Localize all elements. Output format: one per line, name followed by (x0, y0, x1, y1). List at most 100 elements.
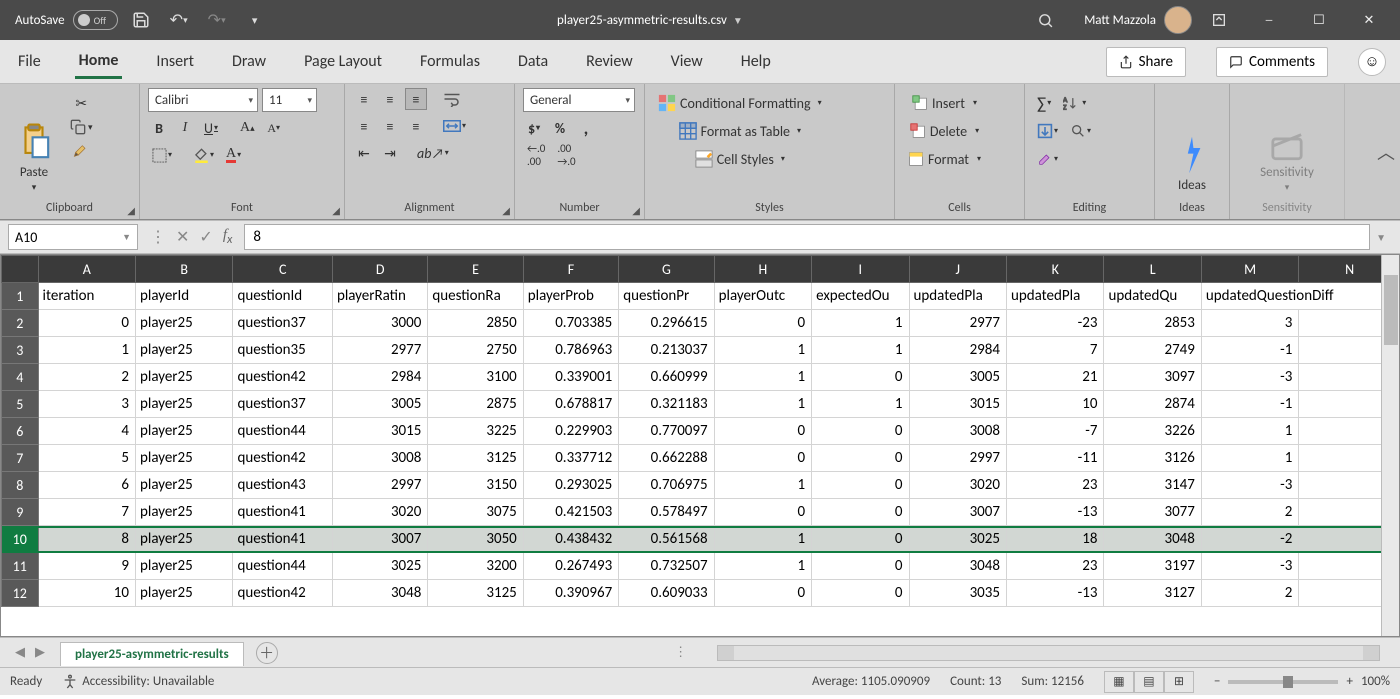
percent-button[interactable]: % (549, 117, 571, 139)
normal-view-icon[interactable]: ▦ (1104, 671, 1134, 693)
cell[interactable]: player25 (136, 499, 233, 526)
title-dropdown-icon[interactable]: ▼ (733, 14, 743, 27)
cell[interactable]: 0 (812, 445, 909, 472)
cell[interactable]: 5 (38, 445, 135, 472)
tab-draw[interactable]: Draw (228, 46, 270, 77)
cell[interactable]: 3048 (909, 553, 1006, 580)
cell[interactable]: 1 (714, 526, 811, 553)
merge-center-button[interactable]: ▾ (439, 115, 470, 137)
tab-review[interactable]: Review (582, 46, 637, 77)
format-painter-button[interactable] (66, 140, 97, 162)
copy-button[interactable]: ▾ (66, 116, 97, 138)
header-cell[interactable]: updatedPla (909, 283, 1006, 310)
cell[interactable]: 2997 (332, 472, 427, 499)
accessibility-status[interactable]: Accessibility: Unavailable (62, 674, 214, 690)
collapse-ribbon-button[interactable]: ︿ (1372, 84, 1400, 219)
cell[interactable]: 3015 (909, 391, 1006, 418)
horizontal-scrollbar[interactable] (717, 645, 1380, 661)
launcher-icon[interactable]: ◢ (127, 204, 135, 217)
minimize-button[interactable]: ─ (1246, 0, 1292, 40)
col-header[interactable]: H (714, 256, 811, 283)
tab-home[interactable]: Home (75, 45, 123, 79)
row-header[interactable]: 9 (2, 499, 39, 526)
cell[interactable]: 4 (38, 418, 135, 445)
header-cell[interactable]: questionPr (619, 283, 714, 310)
cell[interactable]: 3150 (428, 472, 523, 499)
header-cell[interactable]: expectedOu (812, 283, 909, 310)
cell[interactable]: 3125 (428, 580, 523, 607)
cell[interactable]: 1 (1201, 418, 1298, 445)
cell[interactable]: player25 (136, 391, 233, 418)
cell[interactable]: 1 (812, 337, 909, 364)
cut-button[interactable]: ✂ (66, 92, 97, 114)
col-header[interactable]: B (136, 256, 233, 283)
page-break-view-icon[interactable]: ⊞ (1164, 671, 1194, 693)
cell[interactable]: 0.321183 (619, 391, 714, 418)
cell[interactable]: 0.296615 (619, 310, 714, 337)
cell[interactable]: 1 (714, 337, 811, 364)
cell[interactable]: question42 (233, 364, 332, 391)
cell[interactable]: 1 (714, 553, 811, 580)
cell[interactable]: 2850 (428, 310, 523, 337)
row-header[interactable]: 8 (2, 472, 39, 499)
font-color-button[interactable]: A▾ (222, 144, 245, 166)
fill-button[interactable]: ▾ (1033, 120, 1062, 142)
col-header[interactable]: J (909, 256, 1006, 283)
cell[interactable]: 3020 (909, 472, 1006, 499)
wrap-text-button[interactable] (439, 88, 465, 110)
cell[interactable]: 0 (714, 310, 811, 337)
cell[interactable]: question37 (233, 391, 332, 418)
cell[interactable]: 3048 (332, 580, 427, 607)
tab-page-layout[interactable]: Page Layout (300, 46, 386, 77)
cell[interactable]: 0.786963 (523, 337, 618, 364)
cell[interactable]: 0.213037 (619, 337, 714, 364)
cell[interactable]: 0.267493 (523, 553, 618, 580)
cell[interactable]: 0 (812, 526, 909, 553)
find-select-button[interactable]: ▾ (1066, 120, 1095, 142)
cell[interactable]: 0.421503 (523, 499, 618, 526)
underline-button[interactable]: U▾ (200, 117, 222, 139)
cell-styles-button[interactable]: Cell Styles▾ (653, 148, 827, 170)
expand-formula-icon[interactable]: ▼ (1370, 231, 1392, 244)
cell[interactable]: -3 (1201, 364, 1298, 391)
cell[interactable]: 0.678817 (523, 391, 618, 418)
accounting-format-button[interactable]: $▾ (523, 117, 545, 139)
cell[interactable]: 2 (1201, 499, 1298, 526)
header-cell[interactable]: playerProb (523, 283, 618, 310)
cell[interactable]: 2997 (909, 445, 1006, 472)
align-left-button[interactable]: ≡ (353, 115, 375, 137)
sheet-nav[interactable]: ◀▶ (0, 645, 60, 660)
cell[interactable]: 3000 (332, 310, 427, 337)
cell[interactable]: 2749 (1104, 337, 1201, 364)
tab-view[interactable]: View (667, 46, 707, 77)
ideas-button[interactable]: Ideas (1166, 88, 1218, 197)
col-header[interactable]: D (332, 256, 427, 283)
cell[interactable]: 1 (812, 391, 909, 418)
cell[interactable]: -1 (1201, 337, 1298, 364)
cell[interactable]: -23 (1006, 310, 1103, 337)
cell[interactable]: 2874 (1104, 391, 1201, 418)
cell[interactable]: 0 (38, 310, 135, 337)
cell[interactable]: 7 (38, 499, 135, 526)
cell[interactable]: 21 (1006, 364, 1103, 391)
cell[interactable]: player25 (136, 310, 233, 337)
cell[interactable]: question41 (233, 526, 332, 553)
cell[interactable]: 0 (714, 445, 811, 472)
maximize-button[interactable]: ☐ (1296, 0, 1342, 40)
cell[interactable]: player25 (136, 580, 233, 607)
header-cell[interactable]: questionId (233, 283, 332, 310)
col-header[interactable]: F (523, 256, 618, 283)
cell[interactable]: 3025 (332, 553, 427, 580)
launcher-icon[interactable]: ◢ (502, 204, 510, 217)
launcher-icon[interactable]: ◢ (332, 204, 340, 217)
header-cell[interactable]: iteration (38, 283, 135, 310)
zoom-in-icon[interactable]: + (1346, 674, 1352, 689)
cell[interactable]: question42 (233, 445, 332, 472)
cell[interactable]: 0 (812, 472, 909, 499)
header-cell[interactable]: questionRa (428, 283, 523, 310)
formula-input[interactable]: 8 (244, 224, 1370, 250)
header-cell[interactable]: playerOutc (714, 283, 811, 310)
cell[interactable]: -3 (1201, 553, 1298, 580)
cell[interactable]: 0.732507 (619, 553, 714, 580)
delete-cells-button[interactable]: Delete▾ (903, 120, 986, 142)
